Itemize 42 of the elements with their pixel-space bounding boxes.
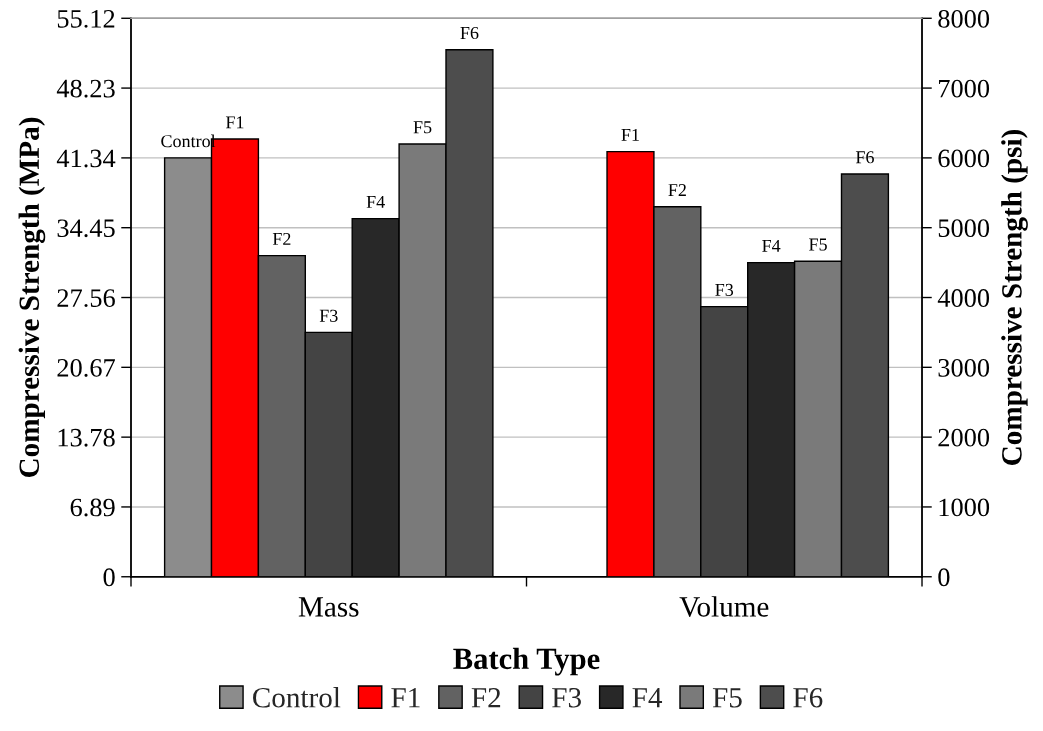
y2-tick-label: 5000 (938, 219, 990, 238)
y2-tick-label: 2000 (938, 428, 990, 447)
data-label: F2 (668, 184, 686, 196)
data-label: F5 (413, 121, 432, 134)
y-axis-title: Compressive Strength (MPa) (18, 117, 46, 478)
data-label: F1 (621, 128, 639, 141)
data-label: F5 (809, 238, 827, 251)
data-label: F3 (715, 283, 734, 296)
y2-tick-label: 3000 (938, 358, 990, 377)
y-tick-label: 20.67 (57, 358, 115, 377)
y2-tick-label: 7000 (939, 79, 990, 98)
y-tick-label: 27.56 (57, 289, 115, 308)
y-tick-label: 0 (103, 568, 115, 587)
data-label: F6 (855, 151, 874, 164)
legend-label: Control (253, 687, 341, 708)
y-tick-label: 6.89 (70, 498, 115, 517)
y-tick-label: 55.12 (57, 9, 115, 28)
y2-axis-title: Compressive Strength (psi) (1001, 129, 1028, 465)
y2-tick-label: 4000 (937, 289, 990, 307)
y-tick-label: 34.45 (57, 219, 115, 238)
legend-label: F4 (632, 688, 663, 708)
data-label: F2 (272, 232, 291, 245)
y-tick-label: 13.78 (58, 428, 115, 447)
y2-tick-label: 1000 (939, 498, 990, 517)
data-label: F6 (460, 26, 479, 40)
y2-tick-label: 0 (938, 568, 950, 587)
x-tick-label: Mass (298, 597, 359, 617)
data-label: F4 (762, 239, 781, 252)
legend-label: F6 (793, 687, 823, 708)
legend-label: F5 (712, 688, 742, 708)
data-label: F4 (366, 195, 385, 208)
y2-tick-label: 6000 (938, 149, 990, 168)
data-label: F3 (319, 309, 338, 322)
legend-label: F1 (391, 688, 420, 708)
legend-label: F2 (471, 687, 501, 708)
y2-tick-label: 8000 (938, 9, 990, 28)
x-axis-title: Batch Type (453, 647, 600, 676)
legend-label: F3 (552, 687, 581, 708)
y-tick-label: 41.34 (56, 149, 116, 168)
x-tick-label: Volume (679, 596, 769, 617)
data-label: F1 (225, 116, 244, 129)
y-tick-label: 48.23 (56, 79, 115, 98)
